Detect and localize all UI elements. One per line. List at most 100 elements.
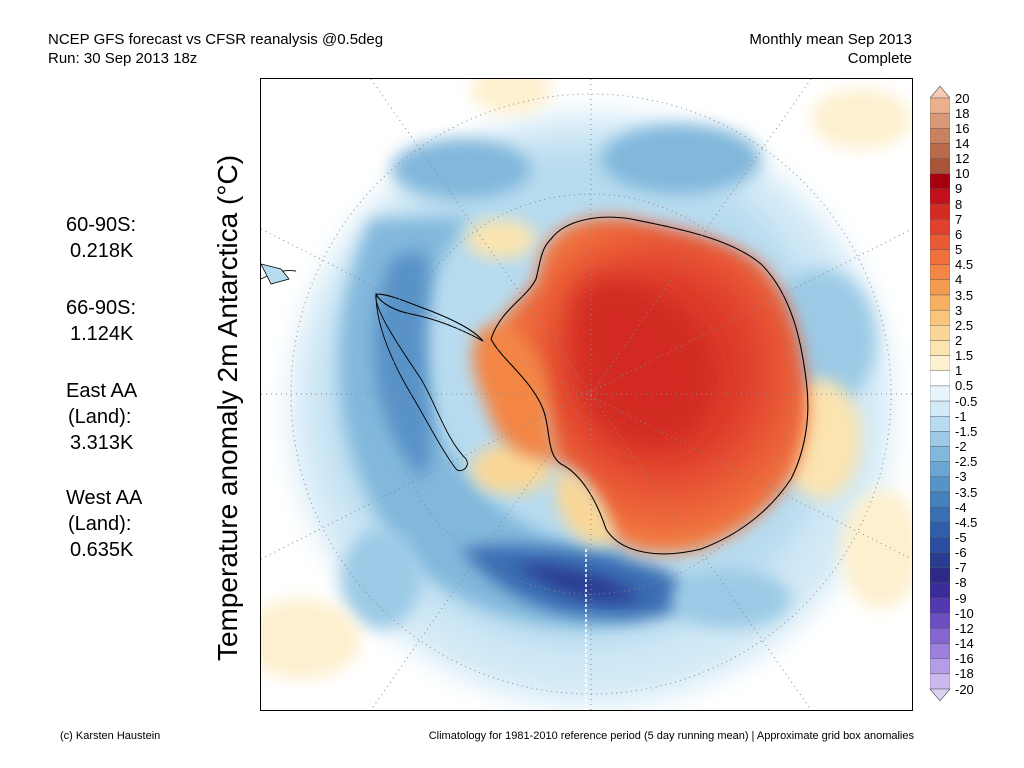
colorbar-tick-label: -2.5 (955, 454, 978, 470)
colorbar-tick-label: -14 (955, 636, 974, 652)
colorbar-tick-label: 12 (955, 151, 970, 167)
colorbar-tick-label: 3.5 (955, 287, 974, 303)
colorbar-swatch (930, 506, 950, 523)
colorbar-swatch (930, 188, 950, 205)
colorbar-swatch (930, 173, 950, 190)
stat-value: 3.313K (70, 432, 134, 454)
colorbar-swatch (930, 582, 950, 599)
colorbar-swatch (930, 309, 950, 326)
colorbar-tick-label: -1.5 (955, 423, 978, 439)
colorbar-swatch (930, 552, 950, 568)
stat-label: West AA (66, 487, 143, 509)
colorbar-swatch (930, 294, 950, 311)
colorbar-tick-label: 5 (955, 242, 963, 258)
model-title: NCEP GFS forecast vs CFSR reanalysis @0.… (48, 31, 384, 48)
colorbar-tick-label: 1.5 (955, 348, 974, 364)
map-header-left: NCEP GFS forecast vs CFSR reanalysis @0.… (48, 30, 383, 68)
colorbar-swatch (930, 416, 950, 432)
colorbar-swatch (930, 491, 950, 508)
colorbar-swatch (930, 203, 950, 220)
colorbar-tick-label: -3 (955, 469, 967, 485)
stat-value: 1.124K (70, 323, 134, 345)
climatology-note: Climatology for 1981-2010 reference peri… (428, 730, 914, 742)
colorbar-swatch (930, 522, 950, 538)
colorbar-swatch (930, 128, 950, 144)
peninsula-west-coast (375, 293, 468, 472)
colorbar-tick-label: -10 (955, 605, 974, 621)
colorbar-tick-label: -3.5 (955, 484, 978, 500)
colorbar-swatch (930, 355, 950, 371)
colorbar-tick-label: 16 (955, 120, 970, 136)
colorbar-tick-label: -0.5 (955, 393, 978, 409)
colorbar-tick-label: 8 (955, 196, 963, 212)
stat-east-aa: East AA (Land): 3.313K (66, 378, 137, 456)
colorbar-swatch (930, 537, 950, 553)
stat-value: 0.635K (70, 539, 134, 561)
colorbar-tick-label: -6 (955, 545, 967, 561)
stat-sublabel: (Land): (68, 406, 132, 428)
colorbar-swatch (930, 567, 950, 584)
y-axis-label: Temperature anomaly 2m Antarctica (°C) (212, 154, 243, 662)
stat-label: East AA (66, 380, 138, 402)
stat-sublabel: (Land): (68, 513, 132, 535)
antarctica-anomaly-map (260, 78, 913, 711)
colorbar-tick-label: -2 (955, 439, 967, 455)
colorbar-tick-label: 2.5 (955, 317, 974, 333)
colorbar-tick-label: -16 (955, 651, 974, 667)
colorbar-tick-label: 6 (955, 226, 963, 242)
colorbar-swatch (930, 234, 950, 250)
colorbar-swatch (930, 628, 950, 644)
colorbar-swatch (930, 219, 950, 235)
colorbar-tick-label: 10 (955, 166, 970, 182)
colorbar-swatch (930, 325, 950, 341)
antarctica-continent (261, 216, 809, 555)
colorbar-swatch (930, 385, 950, 402)
graticule (261, 79, 912, 710)
stat-west-aa: West AA (Land): 0.635K (66, 485, 142, 563)
colorbar-tick-label: 7 (955, 211, 963, 227)
colorbar-swatch (930, 476, 950, 493)
period-title: Monthly mean Sep 2013 (749, 31, 912, 48)
colorbar-swatch (930, 431, 950, 447)
stat-value: 0.218K (70, 240, 134, 262)
stat-66-90s: 66-90S: 1.124K (66, 295, 136, 347)
stat-label: 60-90S: (66, 214, 137, 236)
colorbar-swatch (930, 446, 950, 462)
colorbar-tick-label: -9 (955, 590, 967, 606)
colorbar-tick-label: 1 (955, 363, 963, 379)
colorbar-swatch (930, 143, 950, 159)
colorbar-tick-label: 18 (955, 105, 970, 121)
map-header-right: Monthly mean Sep 2013 Complete (749, 30, 912, 68)
colorbar-tick-label: 9 (955, 181, 963, 197)
colorbar-tick-label: -4.5 (955, 514, 978, 530)
stat-label: 66-90S: (66, 297, 137, 319)
colorbar-tick-label: -20 (955, 681, 974, 697)
colorbar-tick-label: 20 (955, 90, 970, 106)
run-time: Run: 30 Sep 2013 18z (48, 50, 198, 67)
colorbar-tick-label: -1 (955, 408, 967, 424)
colorbar-tick-label: -5 (955, 529, 967, 545)
colorbar-tick-label: -18 (955, 666, 974, 682)
colorbar-tick-label: -12 (955, 620, 974, 636)
colorbar-swatch (930, 112, 950, 129)
colorbar-swatch (930, 264, 950, 281)
colorbar-tick-label: 4 (955, 272, 963, 288)
colorbar-swatch (930, 370, 950, 387)
colorbar-swatch (930, 658, 950, 675)
colorbar-swatch (930, 643, 950, 659)
colorbar-tick-label: 2 (955, 332, 963, 348)
colorbar-min-arrow (930, 688, 950, 701)
colorbar-tick-label: 14 (955, 135, 970, 151)
colorbar-swatch (930, 673, 950, 690)
copyright: (c) Karsten Haustein (60, 730, 161, 742)
colorbar-tick-label: 3 (955, 302, 963, 318)
colorbar-tick-label: 4.5 (955, 257, 974, 273)
colorbar-swatch (930, 613, 950, 629)
colorbar-swatch (930, 461, 950, 478)
colorbar-swatch (930, 249, 950, 265)
colorbar (930, 86, 950, 701)
colorbar-tick-label: -7 (955, 560, 967, 576)
colorbar-swatch (930, 279, 950, 296)
map-svg (261, 79, 912, 710)
colorbar-swatch (930, 158, 950, 174)
